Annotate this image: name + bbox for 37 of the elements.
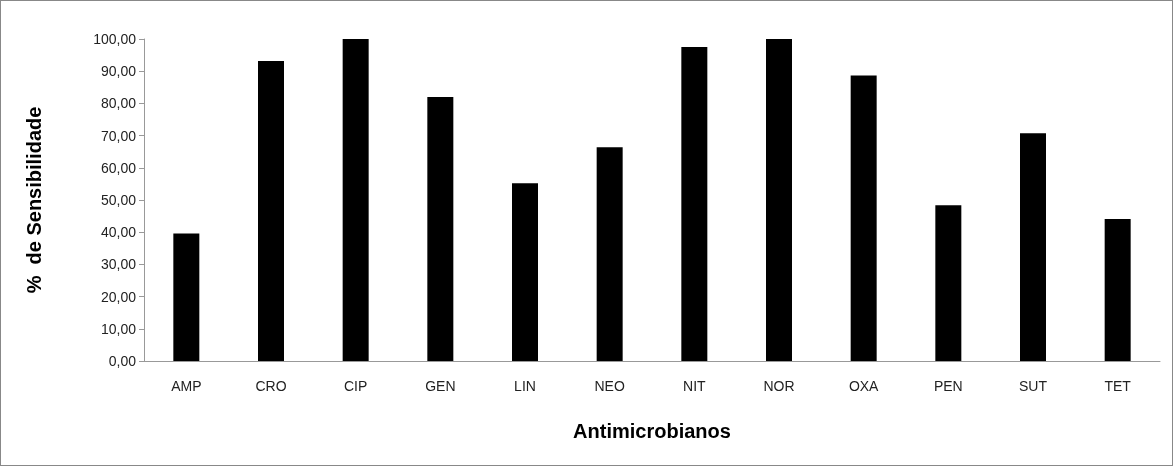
bar [766, 39, 792, 361]
bar [512, 183, 538, 361]
x-tick-label: LIN [514, 378, 536, 394]
x-tick-label: SUT [1019, 378, 1048, 394]
x-tick-label: TET [1104, 378, 1132, 394]
y-tick-label: 80,00 [100, 95, 137, 112]
bar [427, 96, 454, 361]
y-tick-label: 30,00 [100, 256, 137, 273]
y-tick-label: 0,00 [108, 353, 137, 369]
y-tick-label: 70,00 [100, 127, 137, 144]
bar [596, 147, 623, 361]
x-tick-label: GEN [425, 378, 456, 394]
bar [1104, 219, 1131, 361]
x-tick-label: CRO [255, 378, 287, 394]
bar [342, 39, 369, 361]
bar [935, 205, 962, 361]
y-tick-label: 10,00 [100, 320, 137, 337]
x-tick-label: OXA [848, 378, 880, 394]
x-tick-label: NEO [594, 378, 625, 394]
x-tick-label: PEN [933, 378, 963, 394]
bar [258, 60, 284, 361]
y-tick-label: 100,00 [93, 31, 137, 47]
bar [1020, 133, 1046, 361]
y-tick-label: 60,00 [100, 159, 137, 176]
x-tick-label: NOR [763, 378, 795, 394]
y-tick-label: 90,00 [100, 63, 137, 80]
y-tick-label: 20,00 [100, 288, 137, 305]
x-tick-label: AMP [171, 378, 202, 394]
bar [850, 75, 877, 361]
y-tick-label: 50,00 [100, 192, 137, 208]
y-tick-label: 40,00 [100, 224, 137, 241]
bar [681, 47, 708, 361]
y-axis-title: % de Sensibilidade [23, 106, 45, 294]
x-axis-title: Antimicrobianos [573, 420, 731, 442]
x-tick-label: CIP [343, 378, 368, 394]
x-tick-label: NIT [683, 378, 707, 394]
bar [173, 233, 200, 361]
